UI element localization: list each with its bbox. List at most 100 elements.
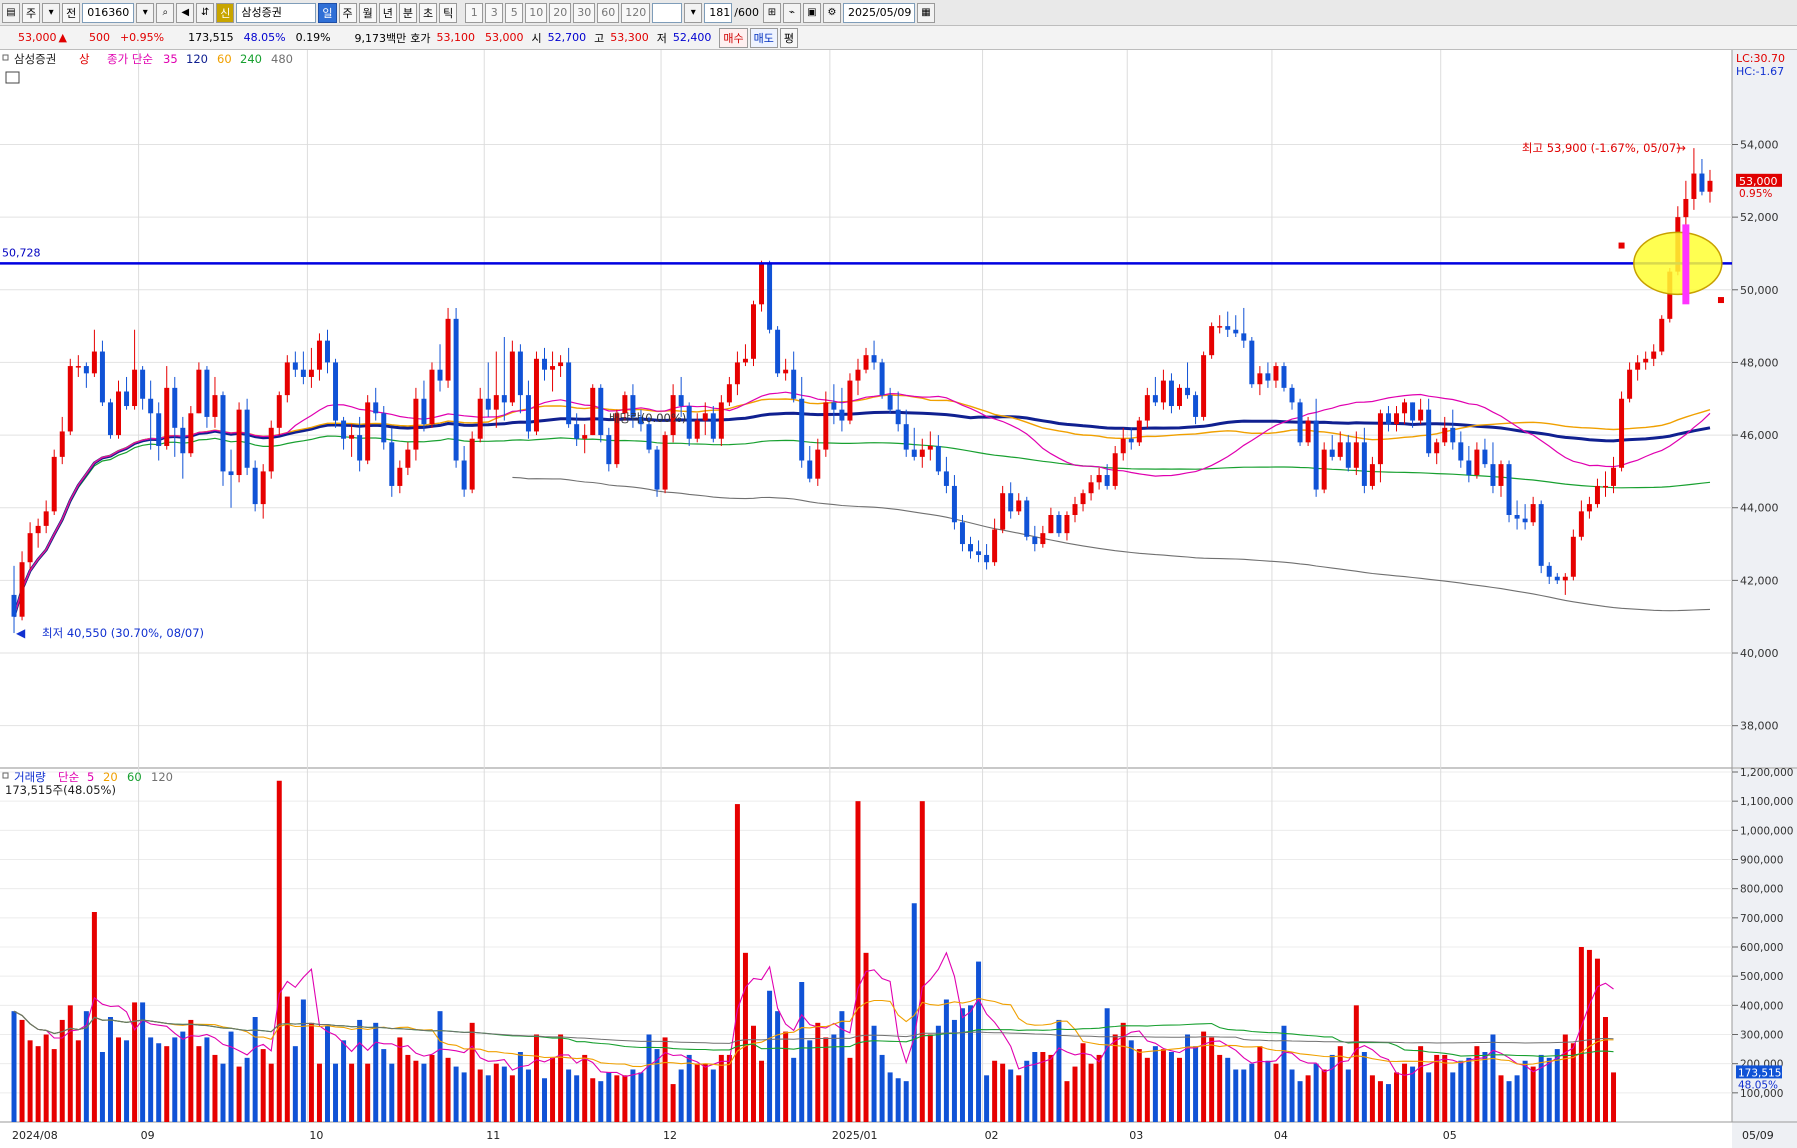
candle-body bbox=[1546, 565, 1552, 577]
volume-bar bbox=[1562, 1034, 1568, 1122]
calendar-icon[interactable]: ▦ bbox=[916, 2, 935, 23]
period-button-6[interactable]: 틱 bbox=[439, 2, 458, 23]
candle-body bbox=[284, 362, 290, 396]
gear-icon[interactable]: ⚙ bbox=[822, 2, 841, 23]
candle-body bbox=[582, 435, 588, 439]
interval-button-1[interactable]: 1 bbox=[465, 2, 484, 23]
candle-body bbox=[83, 366, 89, 374]
stock-name-field[interactable]: 삼성증권 bbox=[236, 2, 317, 23]
interval-button-10[interactable]: 10 bbox=[525, 2, 548, 23]
interval-button-30[interactable]: 30 bbox=[573, 2, 596, 23]
candle-body bbox=[855, 369, 861, 381]
volume-tick-label: 1,100,000 bbox=[1740, 796, 1793, 808]
volume-tick-label: 900,000 bbox=[1740, 855, 1783, 867]
volume-bar bbox=[1611, 1072, 1617, 1122]
candle-body bbox=[485, 398, 491, 410]
period-button-0[interactable]: 일 bbox=[318, 2, 337, 23]
candle-body bbox=[887, 395, 893, 410]
search-icon[interactable]: ⌕ bbox=[156, 2, 175, 23]
volume-bar bbox=[1112, 1034, 1118, 1122]
interval-button-60[interactable]: 60 bbox=[597, 2, 620, 23]
data-count[interactable]: 181 bbox=[704, 2, 733, 23]
candle-body bbox=[1522, 518, 1528, 523]
indicator-icon[interactable]: ⌁ bbox=[782, 2, 801, 23]
interval-button-5[interactable]: 5 bbox=[505, 2, 524, 23]
volume-bar bbox=[228, 1031, 234, 1122]
volume-bar bbox=[51, 1049, 57, 1122]
candle-body bbox=[767, 264, 773, 330]
volume-bar bbox=[1394, 1072, 1400, 1122]
table-icon bbox=[5, 71, 20, 84]
candle-body bbox=[839, 409, 845, 421]
date-input[interactable]: 2025/05/09 bbox=[842, 2, 915, 23]
interval-button-120[interactable]: 120 bbox=[621, 2, 651, 23]
volume-bar bbox=[1209, 1037, 1215, 1122]
interval-button-20[interactable]: 20 bbox=[549, 2, 572, 23]
candle-body bbox=[228, 471, 234, 476]
volume-bar bbox=[606, 1072, 612, 1122]
candle-body bbox=[550, 366, 556, 370]
interval-buttons: 1 3 5 10 20 30 60 120 bbox=[465, 2, 652, 23]
speaker-icon[interactable]: ◀ bbox=[176, 2, 195, 23]
y-axis-strip bbox=[1732, 50, 1797, 1148]
custom-interval-input[interactable] bbox=[652, 2, 683, 23]
period-button-3[interactable]: 년 bbox=[378, 2, 397, 23]
volume-bar bbox=[1594, 958, 1600, 1122]
code-dropdown-icon[interactable]: ▾ bbox=[136, 2, 155, 23]
volume-bar bbox=[1297, 1081, 1303, 1122]
candle-body bbox=[1594, 485, 1600, 505]
pyeong-button[interactable]: 평 bbox=[779, 27, 799, 48]
volume-bar bbox=[1538, 1054, 1544, 1122]
volume-bar bbox=[1024, 1060, 1030, 1122]
candle-body bbox=[148, 398, 154, 414]
candle-body bbox=[847, 380, 853, 421]
save-icon[interactable]: ▣ bbox=[802, 2, 821, 23]
volume-bar bbox=[1554, 1049, 1560, 1122]
highlight-candle bbox=[1682, 224, 1690, 305]
volume-bar bbox=[517, 1052, 523, 1122]
period-button-4[interactable]: 분 bbox=[398, 2, 417, 23]
jeon-button[interactable]: 전 bbox=[62, 2, 81, 23]
interval-button-3[interactable]: 3 bbox=[485, 2, 504, 23]
candle-body bbox=[1217, 326, 1223, 328]
volume-bar bbox=[236, 1066, 242, 1122]
window-menu-icon[interactable]: ▤ bbox=[2, 2, 20, 23]
candle-body bbox=[815, 449, 821, 479]
volume-legend-ma-120: 120 bbox=[151, 770, 173, 784]
period-button-1[interactable]: 주 bbox=[338, 2, 357, 23]
volume-bar bbox=[1602, 1017, 1608, 1122]
candle-body bbox=[1490, 464, 1496, 486]
candle-body bbox=[566, 362, 572, 425]
buy-button[interactable]: 매수 bbox=[719, 27, 748, 48]
volume-bar bbox=[35, 1046, 41, 1122]
volume-bar bbox=[871, 1025, 877, 1122]
sell-button[interactable]: 매도 bbox=[749, 27, 778, 48]
candle-body bbox=[421, 398, 427, 425]
volume-bar bbox=[99, 1052, 105, 1122]
candle-body bbox=[1120, 438, 1126, 454]
candle-body bbox=[823, 402, 829, 450]
stock-code-input[interactable]: 016360 bbox=[82, 2, 135, 23]
candle-body bbox=[992, 529, 998, 563]
volume-bar bbox=[855, 801, 861, 1122]
change-rate: +0.95% bbox=[119, 31, 165, 44]
volume-bar bbox=[1337, 1046, 1343, 1122]
volume-bar bbox=[702, 1063, 708, 1122]
candle-body bbox=[461, 460, 467, 490]
period-button-5[interactable]: 초 bbox=[419, 2, 438, 23]
legend-box-icon bbox=[2, 54, 9, 61]
candle-body bbox=[1337, 442, 1343, 457]
candle-body bbox=[1369, 464, 1375, 486]
candle-body bbox=[1257, 373, 1263, 385]
period-button-2[interactable]: 월 bbox=[358, 2, 377, 23]
interval-dropdown-icon[interactable]: ▾ bbox=[684, 2, 703, 23]
volume-tick-label: 800,000 bbox=[1740, 884, 1783, 896]
dropdown-arrow-icon[interactable]: ▾ bbox=[42, 2, 61, 23]
ju-button[interactable]: 주 bbox=[22, 2, 41, 23]
signal-marker bbox=[1618, 242, 1625, 249]
stock-chart[interactable]: 54,000 52,000 50,000 48,000 46,000 44,000 42,0… bbox=[0, 50, 1797, 1148]
volume-bar bbox=[775, 1011, 781, 1122]
prev-next-icon[interactable]: ⇵ bbox=[196, 2, 215, 23]
candle-body bbox=[871, 355, 877, 363]
chart-settings-icon[interactable]: ⊞ bbox=[762, 2, 781, 23]
